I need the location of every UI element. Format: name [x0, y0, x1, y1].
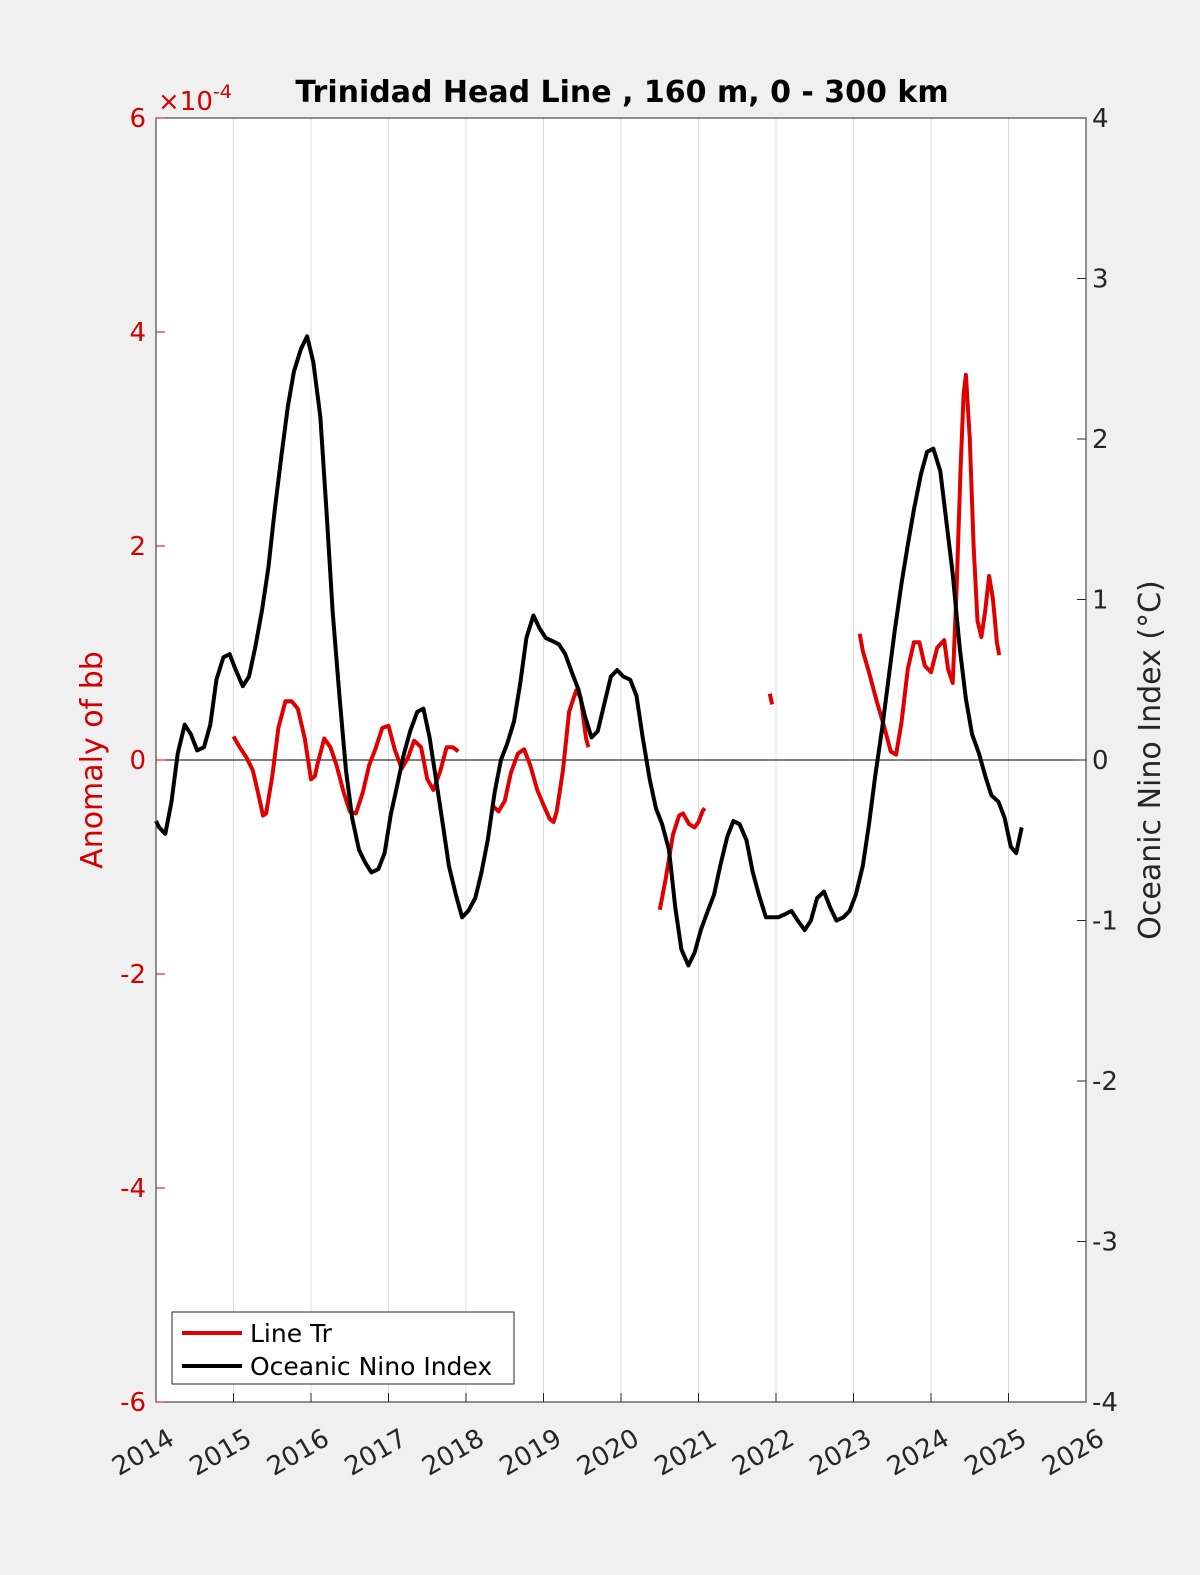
x-tick-label: 2015 — [185, 1423, 257, 1482]
x-tick-label: 2025 — [960, 1423, 1032, 1482]
x-tick-label: 2023 — [805, 1423, 877, 1482]
x-tick-label: 2026 — [1037, 1423, 1109, 1482]
legend-label-line-tr: Line Tr — [250, 1319, 333, 1348]
right-y-tick-label: -2 — [1092, 1067, 1118, 1097]
series-layer — [154, 334, 1024, 968]
right-y-tick-label: -3 — [1092, 1228, 1118, 1258]
left-y-tick-label: 0 — [129, 746, 146, 776]
chart-title: Trinidad Head Line , 160 m, 0 - 300 km — [295, 75, 948, 110]
series-line-tr-segment-3 — [767, 693, 775, 705]
legend-label-oni: Oceanic Nino Index — [250, 1352, 492, 1381]
left-y-tick-label: -2 — [120, 960, 146, 990]
left-y-tick-label: 4 — [129, 318, 146, 348]
left-y-tick-label: -4 — [120, 1174, 146, 1204]
right-y-tick-label: 0 — [1092, 746, 1109, 776]
x-tick-label: 2016 — [262, 1423, 334, 1482]
x-tick-label: 2019 — [495, 1423, 567, 1482]
left-exponent-base: ×10 — [158, 87, 213, 117]
right-y-tick-label: -4 — [1092, 1388, 1118, 1418]
x-tick-label: 2021 — [650, 1423, 722, 1482]
legend[interactable]: Line Tr Oceanic Nino Index — [171, 1311, 515, 1385]
left-exponent-power: -4 — [213, 81, 232, 103]
left-y-tick-label: -6 — [120, 1388, 146, 1418]
x-tick-label: 2017 — [340, 1423, 412, 1482]
legend-box — [171, 1311, 515, 1385]
right-y-tick-label: 4 — [1092, 104, 1109, 134]
right-y-tick-label: 2 — [1092, 425, 1109, 455]
right-y-tick-label: 3 — [1092, 265, 1109, 295]
x-tick-label: 2022 — [727, 1423, 799, 1482]
x-tick-label: 2024 — [882, 1423, 954, 1482]
series-oceanic-nino-index-segment-0 — [154, 334, 1024, 968]
x-tick-label: 2020 — [572, 1423, 644, 1482]
series-line-tr-segment-0 — [231, 699, 460, 818]
left-y-tick-label: 6 — [129, 104, 146, 134]
series-line-tr-segment-4 — [857, 372, 1002, 757]
series-line-tr-segment-1 — [490, 688, 591, 825]
right-y-axis-label: Oceanic Nino Index (°C) — [1133, 580, 1168, 940]
x-tick-label: 2014 — [107, 1423, 179, 1482]
x-tick-label: 2018 — [417, 1423, 489, 1482]
left-y-tick-label: 2 — [129, 532, 146, 562]
right-y-tick-label: -1 — [1092, 907, 1118, 937]
right-y-tick-label: 1 — [1092, 586, 1109, 616]
left-y-axis-label: Anomaly of bb — [75, 651, 110, 869]
left-exponent: ×10-4 — [158, 81, 232, 117]
